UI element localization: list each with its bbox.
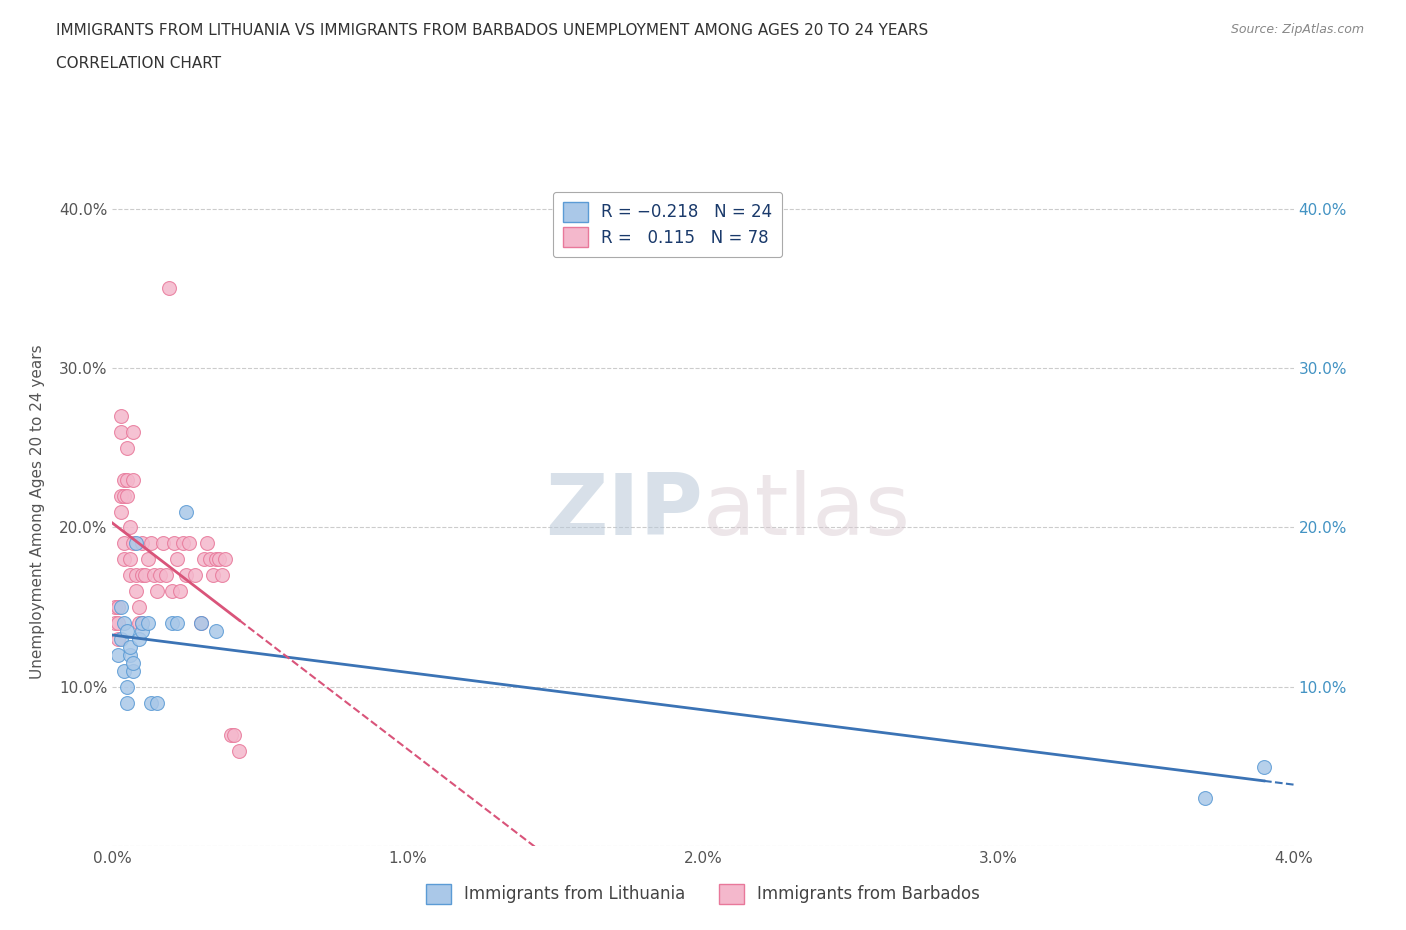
Text: atlas: atlas [703, 470, 911, 553]
Point [122, 536, 145, 551]
Point [131, 568, 153, 583]
Point [104, 616, 127, 631]
Point [107, 647, 129, 662]
Point [117, 696, 138, 711]
Point [211, 568, 233, 583]
Point [160, 584, 183, 599]
Point [172, 536, 194, 551]
Point [146, 696, 169, 711]
Point [120, 551, 142, 566]
Point [128, 616, 150, 631]
Point [112, 551, 135, 566]
Point [146, 584, 169, 599]
Point [112, 488, 135, 503]
Point [214, 551, 236, 566]
Text: ZIP: ZIP [546, 470, 703, 553]
Point [125, 584, 148, 599]
Point [110, 600, 132, 615]
Text: CORRELATION CHART: CORRELATION CHART [56, 56, 221, 71]
Point [219, 727, 242, 742]
Point [205, 624, 228, 639]
Point [110, 424, 132, 439]
Point [122, 663, 145, 678]
Text: IMMIGRANTS FROM LITHUANIA VS IMMIGRANTS FROM BARBADOS UNEMPLOYMENT AMONG AGES 20: IMMIGRANTS FROM LITHUANIA VS IMMIGRANTS … [56, 23, 928, 38]
Point [117, 624, 138, 639]
Point [128, 631, 150, 646]
Point [112, 663, 135, 678]
Point [112, 472, 135, 487]
Point [120, 647, 142, 662]
Point [142, 568, 165, 583]
Point [120, 520, 142, 535]
Point [104, 600, 127, 615]
Point [110, 408, 132, 423]
Point [125, 568, 148, 583]
Legend: Immigrants from Lithuania, Immigrants from Barbados: Immigrants from Lithuania, Immigrants fr… [418, 875, 988, 912]
Point [174, 568, 197, 583]
Point [122, 424, 145, 439]
Point [112, 536, 135, 551]
Point [169, 584, 191, 599]
Point [110, 631, 132, 646]
Point [128, 600, 150, 615]
Legend: R = −0.218   N = 24, R =   0.115   N = 78: R = −0.218 N = 24, R = 0.115 N = 78 [553, 192, 782, 258]
Point [131, 624, 153, 639]
Text: Source: ZipAtlas.com: Source: ZipAtlas.com [1230, 23, 1364, 36]
Point [136, 616, 159, 631]
Point [122, 472, 145, 487]
Point [134, 568, 156, 583]
Point [122, 656, 145, 671]
Point [1194, 791, 1216, 806]
Point [190, 616, 212, 631]
Point [157, 281, 180, 296]
Point [131, 616, 153, 631]
Point [117, 472, 138, 487]
Point [107, 631, 129, 646]
Point [1253, 759, 1275, 774]
Point [201, 568, 224, 583]
Point [131, 616, 153, 631]
Point [112, 616, 135, 631]
Point [139, 536, 162, 551]
Point [110, 488, 132, 503]
Point [155, 568, 177, 583]
Point [139, 696, 162, 711]
Point [117, 488, 138, 503]
Point [179, 536, 201, 551]
Point [190, 616, 212, 631]
Point [163, 536, 186, 551]
Point [120, 568, 142, 583]
Point [120, 640, 142, 655]
Point [160, 616, 183, 631]
Point [149, 568, 172, 583]
Point [228, 743, 250, 758]
Point [110, 504, 132, 519]
Point [166, 616, 188, 631]
Point [166, 551, 188, 566]
Point [136, 551, 159, 566]
Point [222, 727, 245, 742]
Point [205, 551, 228, 566]
Point [125, 536, 148, 551]
Point [193, 551, 215, 566]
Point [208, 551, 231, 566]
Point [117, 680, 138, 695]
Point [152, 536, 174, 551]
Point [131, 536, 153, 551]
Point [117, 440, 138, 455]
Point [174, 504, 197, 519]
Point [107, 616, 129, 631]
Point [198, 551, 221, 566]
Point [107, 600, 129, 615]
Y-axis label: Unemployment Among Ages 20 to 24 years: Unemployment Among Ages 20 to 24 years [31, 344, 45, 679]
Point [195, 536, 218, 551]
Point [184, 568, 207, 583]
